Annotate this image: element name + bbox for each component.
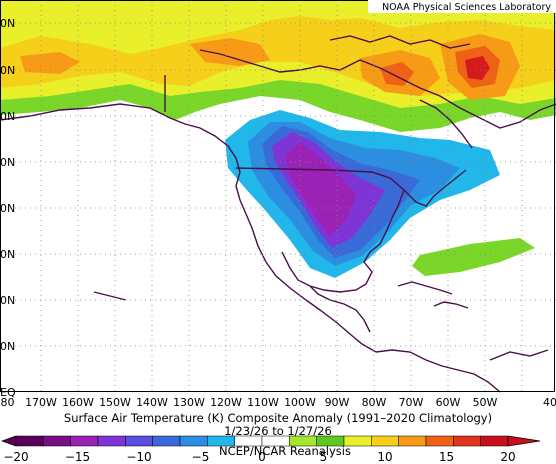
colorbar-tick-label: 20 xyxy=(500,450,515,464)
lon-label: 150W xyxy=(99,396,131,409)
date-range: 1/23/26 to 1/27/26 xyxy=(224,424,332,438)
longitude-labels: 180 170W 160W 150W 140W 130W 120W 110W 1… xyxy=(0,396,556,409)
lon-label: 40 xyxy=(543,396,556,409)
colorbar-tick-label: −20 xyxy=(3,450,28,464)
credit-text: NOAA Physical Sciences Laboratory xyxy=(382,2,551,13)
colorbar xyxy=(0,435,541,447)
lat-label: 0N xyxy=(0,110,15,123)
lon-label: 180 xyxy=(0,396,15,409)
lat-label: 0N xyxy=(0,294,15,307)
colorbar-ticks: −20 −15 −10 −5 0 5 10 15 20 xyxy=(3,450,515,464)
lat-label: 0N xyxy=(0,17,15,30)
lon-label: 140W xyxy=(136,396,168,409)
colorbar-segment xyxy=(15,435,44,447)
colorbar-segment xyxy=(179,435,208,447)
lat-label: 0N xyxy=(0,64,15,77)
lon-label: 110W xyxy=(247,396,279,409)
colorbar-max-arrow xyxy=(507,435,541,447)
colorbar-segment xyxy=(125,435,153,447)
colorbar-segment xyxy=(43,435,71,447)
colorbar-tick-label: −10 xyxy=(126,450,151,464)
lat-label: 0N xyxy=(0,202,15,215)
colorbar-tick-label: −15 xyxy=(65,450,90,464)
lon-label: 120W xyxy=(210,396,242,409)
lon-label: 100W xyxy=(284,396,316,409)
lat-label: 0N xyxy=(0,340,15,353)
lon-label: 50W xyxy=(473,396,498,409)
colorbar-segment xyxy=(425,435,454,447)
map-title: Surface Air Temperature (K) Composite An… xyxy=(64,411,492,425)
colorbar-segment xyxy=(398,435,427,447)
lat-label: EQ xyxy=(0,386,16,399)
lat-label: 0N xyxy=(0,248,15,261)
colorbar-tick-label: −5 xyxy=(192,450,210,464)
lon-label: 60W xyxy=(436,396,461,409)
colorbar-segment xyxy=(97,435,126,447)
credit-box xyxy=(368,0,556,13)
graticule xyxy=(0,0,556,392)
latitude-labels: 0N 0N 0N 0N 0N 0N 0N 0N EQ xyxy=(0,17,16,399)
colorbar-tick-label: 0 xyxy=(258,450,266,464)
colorbar-segment xyxy=(371,435,399,447)
colorbar-segment xyxy=(152,435,181,447)
lat-label: 0N xyxy=(0,156,15,169)
colorbar-tick-label: 5 xyxy=(320,450,328,464)
colorbar-segment xyxy=(70,435,99,447)
lon-label: 160W xyxy=(62,396,94,409)
colorbar-tick-label: 10 xyxy=(377,450,392,464)
lon-label: 70W xyxy=(399,396,424,409)
colorbar-tick-label: 15 xyxy=(439,450,454,464)
lon-label: 80W xyxy=(362,396,387,409)
colorbar-min-arrow xyxy=(0,435,17,447)
lon-label: 90W xyxy=(325,396,350,409)
lon-label: 130W xyxy=(173,396,205,409)
colorbar-segment xyxy=(480,435,509,447)
warm-anomaly-region xyxy=(0,0,556,276)
source-label: NCEP/NCAR Reanalysis xyxy=(219,444,351,458)
colorbar-segment xyxy=(453,435,481,447)
map-frame xyxy=(0,0,555,392)
lon-label: 170W xyxy=(25,396,57,409)
coastlines xyxy=(0,35,556,393)
